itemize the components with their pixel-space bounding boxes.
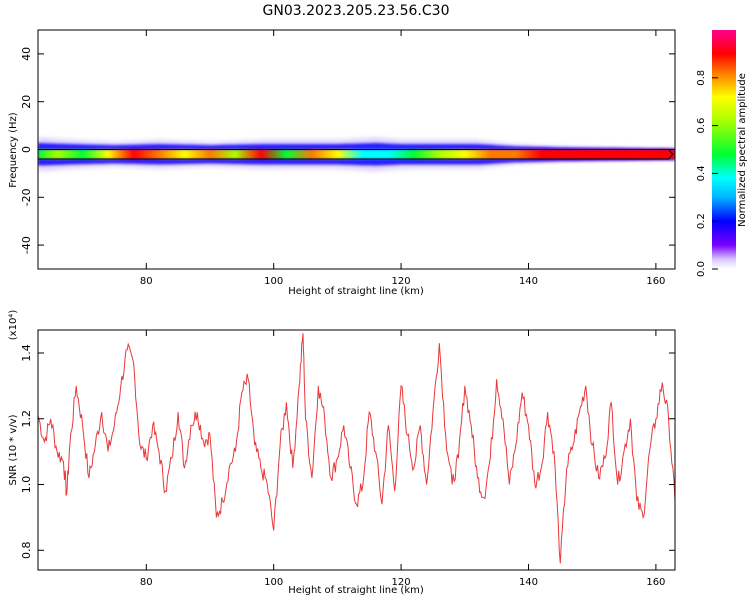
tick-label: 100 <box>264 276 283 287</box>
band-core <box>38 149 675 160</box>
tick-label: 1.0 <box>20 476 33 494</box>
spectrogram-heatmap <box>38 137 675 171</box>
spectrogram-y-tick-labels: 40 20 0 -20 -40 <box>20 47 33 254</box>
tick-label: 120 <box>392 577 411 588</box>
snr-y-tick-labels: 0.8 1.0 1.2 1.4 <box>20 344 33 559</box>
colorbar-tick-label: 0.8 <box>696 70 707 86</box>
tick-label: 80 <box>140 276 153 287</box>
tick-label: 160 <box>646 577 665 588</box>
snr-x-tick-labels: 80 100 120 140 160 <box>140 577 666 588</box>
colorbar: 0.0 0.2 0.4 0.6 0.8 Normalized spectral ampl… <box>696 30 748 277</box>
tick-label: 140 <box>519 276 538 287</box>
colorbar-tick-label: 0.0 <box>696 261 707 277</box>
tick-label: 0 <box>20 146 33 153</box>
colorbar-gradient <box>712 30 736 269</box>
snr-y-axis-label: SNR (10 * v/v) <box>8 414 19 485</box>
tick-label: 20 <box>20 95 33 109</box>
snr-ticks <box>38 330 675 570</box>
tick-label: 160 <box>646 276 665 287</box>
tick-label: 40 <box>20 47 33 61</box>
tick-label: 0.8 <box>20 542 33 560</box>
snr-x-axis-label: Height of straight line (km) <box>288 585 424 596</box>
tick-label: 80 <box>140 577 153 588</box>
tick-label: 1.2 <box>20 410 33 428</box>
spectrogram-ticks <box>38 30 675 269</box>
spectrogram-x-axis-label: Height of straight line (km) <box>288 286 424 297</box>
tick-label: 100 <box>264 577 283 588</box>
tick-label: 120 <box>392 276 411 287</box>
snr-y-scale-label: (x10⁴) <box>8 310 19 341</box>
spectrogram-x-tick-labels: 80 100 120 140 160 <box>140 276 666 287</box>
snr-frame <box>37 329 676 571</box>
spectrogram-y-axis-label: Frequency (Hz) <box>8 112 19 188</box>
colorbar-tick-label: 0.2 <box>696 213 707 229</box>
colorbar-label: Normalized spectral amplitude <box>737 73 748 227</box>
tick-label: 1.4 <box>20 344 33 362</box>
colorbar-ticks: 0.0 0.2 0.4 0.6 0.8 <box>696 70 718 277</box>
tick-label: -40 <box>20 236 33 254</box>
band-end-cap <box>38 149 674 160</box>
colorbar-tick-label: 0.6 <box>696 118 707 134</box>
snr-series-line <box>38 333 675 564</box>
spectrogram-panel: 80 100 120 140 160 40 20 0 -20 -40 Height of str… <box>8 29 676 297</box>
tick-label: 140 <box>519 577 538 588</box>
colorbar-tick-label: 0.4 <box>696 165 707 181</box>
tick-label: -20 <box>20 188 33 206</box>
figure-title: GN03.2023.205.23.56.C30 <box>263 3 450 19</box>
snr-panel: 80 100 120 140 160 0.8 1.0 1.2 1.4 Height of st… <box>8 310 676 596</box>
